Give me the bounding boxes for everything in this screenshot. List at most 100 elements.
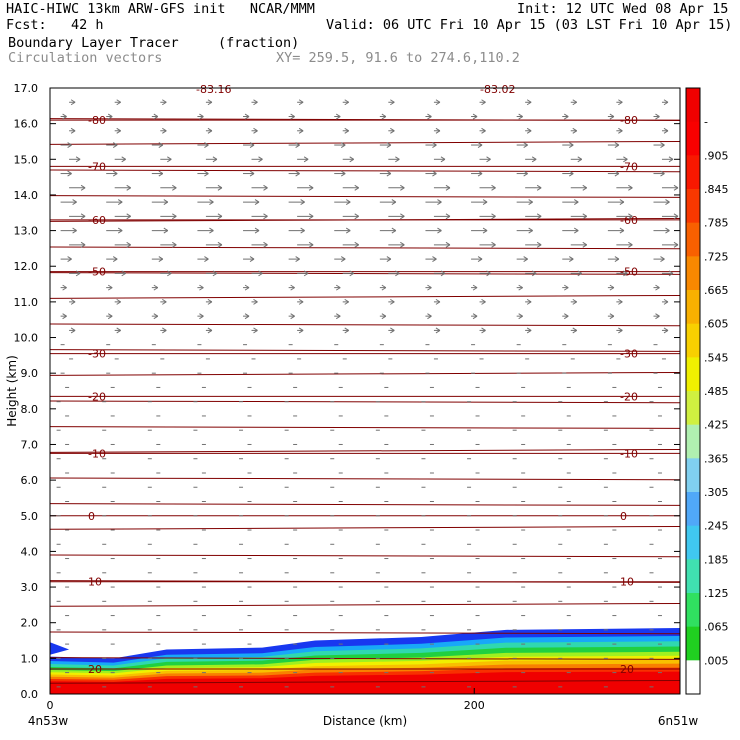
wind-vector-head	[609, 284, 615, 291]
wind-vector-head	[655, 313, 660, 320]
wind-vector-head	[344, 327, 349, 334]
contour-label: 0	[88, 510, 95, 523]
contour-line	[49, 503, 681, 506]
wind-vector-head	[126, 213, 131, 220]
y-tick-label: 0.0	[21, 688, 39, 701]
wind-vector-head	[491, 184, 496, 191]
wind-vector-head	[298, 99, 304, 106]
wind-vector-head	[300, 199, 305, 205]
contour-line	[49, 246, 681, 250]
top-contour-label: -83.02	[480, 83, 515, 96]
wind-vector-head	[477, 142, 483, 148]
wind-vector-head	[472, 284, 478, 291]
wind-vector-head	[162, 327, 167, 334]
wind-vector-head	[572, 127, 578, 134]
y-tick-label: 16.0	[14, 118, 39, 131]
contour-line	[49, 323, 681, 327]
wind-vector-head	[572, 99, 578, 106]
wind-vector-head	[427, 313, 432, 320]
contour-line	[49, 195, 681, 198]
wind-vector-head	[400, 184, 405, 191]
wind-vector-head	[628, 241, 633, 248]
wind-vector-head	[673, 213, 679, 220]
contour-label: 20	[88, 663, 102, 676]
wind-vector-head	[668, 156, 674, 163]
wind-vector-head	[172, 184, 177, 191]
wind-vector-head	[158, 170, 164, 177]
wind-vector-head	[354, 241, 359, 248]
wind-vector-head	[482, 199, 488, 205]
wind-vector-head	[381, 284, 387, 291]
wind-vector-head	[116, 127, 121, 134]
wind-vector-head	[345, 227, 351, 234]
colorbar-label: .065	[704, 621, 729, 634]
colorbar-cell	[686, 559, 700, 594]
wind-vector-head	[163, 199, 169, 205]
wind-vector-head	[349, 156, 354, 163]
wind-vector-head	[390, 127, 395, 134]
contour-line	[49, 631, 681, 635]
contour-line	[49, 525, 681, 530]
colorbar-label: .185	[704, 553, 729, 566]
wind-vector-head	[112, 170, 118, 177]
wind-vector-head	[70, 298, 76, 305]
wind-vector-head	[249, 256, 255, 263]
wind-vector-head	[381, 313, 387, 320]
wind-vector-head	[308, 184, 314, 191]
wind-vector-head	[564, 113, 569, 120]
contour-label: -20	[88, 390, 106, 403]
contour-label: -50	[88, 266, 106, 279]
colorbar-label: .845	[704, 183, 729, 196]
wind-vector-head	[518, 113, 523, 120]
contour-line	[49, 554, 681, 558]
colorbar-label: .245	[704, 520, 729, 533]
wind-vector-head	[574, 199, 579, 205]
y-tick-label: 4.0	[21, 545, 39, 558]
wind-vector-head	[253, 298, 258, 305]
wind-vector-head	[523, 142, 528, 148]
wind-vector-head	[582, 213, 588, 220]
init-time: Init: 12 UTC Wed 08 Apr 15	[517, 1, 729, 17]
wind-vector-head	[395, 156, 400, 163]
wind-vector-head	[614, 256, 620, 263]
contour-line	[49, 448, 681, 453]
wind-vector-head	[167, 270, 172, 277]
wind-vector-head	[445, 241, 451, 248]
contour-label: -80	[620, 114, 638, 127]
colorbar-cell	[686, 323, 700, 358]
wind-vector-head	[207, 127, 213, 134]
colorbar-label: .905	[704, 149, 729, 162]
colorbar-label: .665	[704, 284, 729, 297]
wind-vector-head	[344, 99, 349, 106]
wind-vector-head	[526, 127, 532, 134]
wind-vector-head	[435, 99, 441, 106]
plot-frame	[49, 87, 681, 695]
colorbar-label: .005	[704, 654, 729, 667]
wind-vector-head	[491, 213, 496, 220]
wind-vector-head	[390, 327, 395, 334]
wind-vector-head	[167, 156, 172, 163]
wind-vector-head	[163, 227, 169, 234]
wind-vector-head	[75, 156, 81, 163]
wind-vector-head	[528, 199, 533, 205]
wind-vector-head	[298, 298, 304, 305]
wind-vector-head	[673, 184, 679, 191]
wind-vector-head	[204, 170, 209, 177]
wind-vector-head	[526, 327, 532, 334]
contour-label: -30	[88, 348, 106, 361]
wind-vector-head	[435, 327, 441, 334]
contour-line	[49, 294, 681, 299]
wind-vector-head	[72, 199, 77, 205]
y-tick-label: 2.0	[21, 617, 39, 630]
wind-vector-head	[486, 270, 491, 277]
contour-line	[49, 477, 681, 481]
wind-vector-head	[303, 156, 309, 163]
colorbar: .005 .065 .125 .185 .245 .305 .365 .425 .485 .545…	[685, 87, 729, 695]
x-tick-label: 200	[464, 699, 485, 712]
wind-vector-head	[618, 327, 623, 334]
colorbar-cell	[686, 492, 700, 527]
y-tick-label: 3.0	[21, 581, 39, 594]
wind-vector-head	[162, 298, 167, 305]
wind-vector-head	[335, 284, 341, 291]
x-end-location: 6n51w	[658, 714, 699, 728]
